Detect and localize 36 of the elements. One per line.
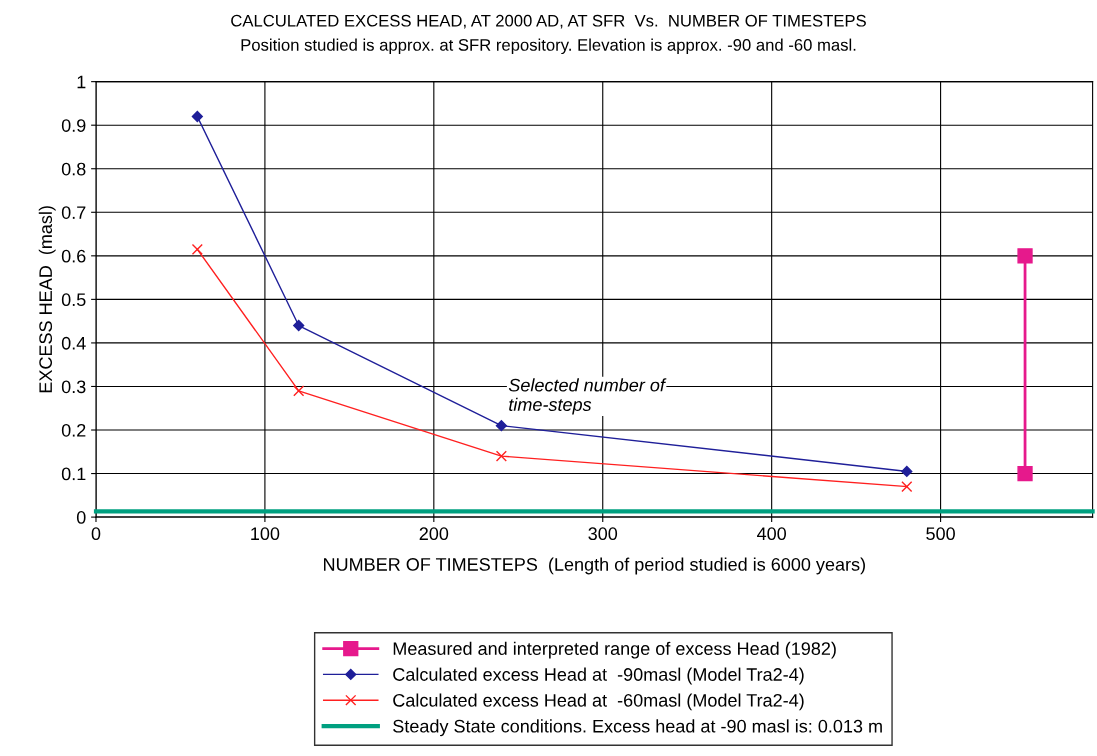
- legend-label: Measured and interpreted range of excess Head (1982): [393, 641, 836, 659]
- x-tick-label: 100: [251, 527, 280, 541]
- y-tick-label: 0.1: [61, 467, 86, 481]
- x-tick-label: 0: [91, 527, 101, 541]
- y-tick-label: 0.7: [61, 206, 86, 219]
- x-tick-label: 300: [588, 527, 618, 541]
- y-tick-label: 1: [77, 75, 86, 89]
- point: [293, 319, 305, 332]
- chart-subtitle: Position studied is approx. at SFR repository. Elevation is approx. -90 and -60 masl.: [241, 38, 856, 55]
- y-tick-label: 0.4: [61, 336, 86, 350]
- x-tick-label: 400: [757, 527, 787, 541]
- x-tick-label: 500: [926, 527, 955, 541]
- annotation: Selected number of time-steps: [508, 378, 667, 415]
- legend-label: Calculated excess Head at -60masl (Model Tra2-4): [393, 693, 804, 711]
- point: [901, 465, 913, 477]
- point: [901, 481, 913, 493]
- y-tick-label: 0.3: [61, 380, 86, 394]
- point: [1017, 248, 1033, 264]
- point: [191, 243, 203, 255]
- point: [293, 385, 305, 397]
- legend-label: Steady State conditions. Excess head at -90 masl is: 0.013 m: [393, 719, 882, 737]
- legend-label: Calculated excess Head at -90masl (Model Tra2-4): [393, 667, 804, 685]
- y-tick-label: 0.8: [61, 162, 86, 176]
- point: [191, 110, 203, 123]
- chart-title: CALCULATED EXCESS HEAD, AT 2000 AD, AT SFR Vs. NUMBER OF TIMESTEPS: [231, 14, 866, 29]
- y-tick-label: 0.2: [61, 423, 86, 437]
- point: [495, 420, 507, 432]
- point: [1017, 465, 1033, 482]
- y-tick-label: 0: [76, 511, 86, 524]
- y-tick-label: 0.6: [61, 249, 86, 263]
- point: [495, 450, 507, 462]
- x-tick-label: 200: [419, 527, 449, 541]
- y-tick-label: 0.5: [61, 293, 86, 307]
- x-axis-title: NUMBER OF TIMESTEPS (Length of period studied is 6000 years): [324, 557, 865, 575]
- y-axis-title: EXCESS HEAD (masl): [38, 206, 56, 393]
- y-tick-label: 0.9: [61, 119, 86, 132]
